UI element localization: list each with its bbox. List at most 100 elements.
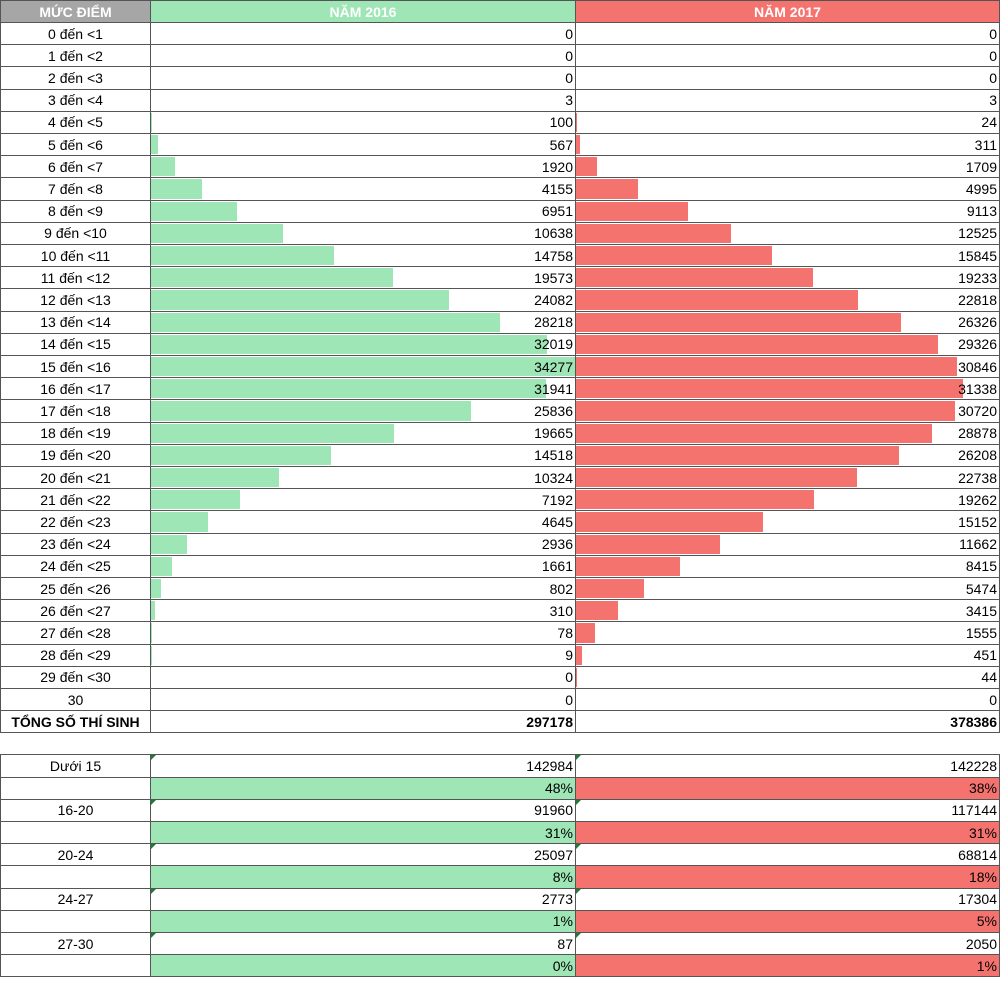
header-year-2017[interactable]: NĂM 2017 — [576, 0, 1000, 23]
value-2016-cell[interactable]: 24082 — [151, 289, 576, 312]
summary-2016-percent-cell[interactable]: 31% — [151, 822, 576, 845]
value-2016-cell[interactable]: 0 — [151, 666, 576, 689]
value-2016-cell[interactable]: 0 — [151, 45, 576, 68]
value-2016-cell[interactable]: 0 — [151, 689, 576, 712]
score-range-label[interactable]: 7 đến <8 — [0, 178, 151, 201]
value-2016-cell[interactable]: 4155 — [151, 178, 576, 201]
summary-percent-label-cell[interactable] — [0, 777, 151, 800]
value-2016-cell[interactable]: 7192 — [151, 489, 576, 512]
total-label[interactable]: TỔNG SỐ THÍ SINH — [0, 711, 151, 734]
value-2017-cell[interactable]: 22738 — [576, 467, 1000, 490]
value-2016-cell[interactable]: 1661 — [151, 555, 576, 578]
summary-2017-count-cell[interactable]: 68814 — [576, 844, 1000, 867]
value-2017-cell[interactable]: 31338 — [576, 378, 1000, 401]
value-2016-cell[interactable]: 100 — [151, 111, 576, 134]
value-2016-cell[interactable]: 14758 — [151, 245, 576, 268]
value-2017-cell[interactable]: 22818 — [576, 289, 1000, 312]
summary-percent-label-cell[interactable] — [0, 866, 151, 889]
value-2017-cell[interactable]: 26326 — [576, 311, 1000, 334]
summary-2017-count-cell[interactable]: 117144 — [576, 799, 1000, 822]
value-2017-cell[interactable]: 15152 — [576, 511, 1000, 534]
score-range-label[interactable]: 5 đến <6 — [0, 134, 151, 157]
blank-cell[interactable] — [151, 733, 576, 756]
value-2017-cell[interactable]: 12525 — [576, 222, 1000, 245]
value-2017-cell[interactable]: 8415 — [576, 555, 1000, 578]
score-range-label[interactable]: 14 đến <15 — [0, 333, 151, 356]
score-range-label[interactable]: 11 đến <12 — [0, 267, 151, 290]
score-range-label[interactable]: 2 đến <3 — [0, 67, 151, 90]
value-2016-cell[interactable]: 31941 — [151, 378, 576, 401]
value-2016-cell[interactable]: 19573 — [151, 267, 576, 290]
value-2017-cell[interactable]: 0 — [576, 689, 1000, 712]
value-2017-cell[interactable]: 3 — [576, 89, 1000, 112]
summary-2016-count-cell[interactable]: 2773 — [151, 888, 576, 911]
summary-2017-percent-cell[interactable]: 38% — [576, 777, 1000, 800]
summary-2016-percent-cell[interactable]: 1% — [151, 910, 576, 933]
summary-2016-count-cell[interactable]: 91960 — [151, 799, 576, 822]
value-2016-cell[interactable]: 310 — [151, 600, 576, 623]
score-range-label[interactable]: 25 đến <26 — [0, 578, 151, 601]
score-range-label[interactable]: 19 đến <20 — [0, 444, 151, 467]
value-2017-cell[interactable]: 4995 — [576, 178, 1000, 201]
value-2016-cell[interactable]: 4645 — [151, 511, 576, 534]
summary-range-label[interactable]: 24-27 — [0, 888, 151, 911]
score-range-label[interactable]: 1 đến <2 — [0, 45, 151, 68]
score-range-label[interactable]: 29 đến <30 — [0, 666, 151, 689]
value-2016-cell[interactable]: 0 — [151, 67, 576, 90]
summary-2016-count-cell[interactable]: 25097 — [151, 844, 576, 867]
score-range-label[interactable]: 20 đến <21 — [0, 467, 151, 490]
score-range-label[interactable]: 10 đến <11 — [0, 245, 151, 268]
score-range-label[interactable]: 3 đến <4 — [0, 89, 151, 112]
value-2017-cell[interactable]: 9113 — [576, 200, 1000, 223]
value-2016-cell[interactable]: 10324 — [151, 467, 576, 490]
score-range-label[interactable]: 17 đến <18 — [0, 400, 151, 423]
value-2017-cell[interactable]: 0 — [576, 23, 1000, 46]
summary-2016-percent-cell[interactable]: 48% — [151, 777, 576, 800]
summary-2016-percent-cell[interactable]: 8% — [151, 866, 576, 889]
value-2017-cell[interactable]: 26208 — [576, 444, 1000, 467]
summary-2017-count-cell[interactable]: 17304 — [576, 888, 1000, 911]
value-2016-cell[interactable]: 0 — [151, 23, 576, 46]
value-2016-cell[interactable]: 14518 — [151, 444, 576, 467]
summary-percent-label-cell[interactable] — [0, 822, 151, 845]
value-2017-cell[interactable]: 0 — [576, 67, 1000, 90]
value-2017-cell[interactable]: 311 — [576, 134, 1000, 157]
value-2017-cell[interactable]: 15845 — [576, 245, 1000, 268]
summary-percent-label-cell[interactable] — [0, 910, 151, 933]
value-2016-cell[interactable]: 3 — [151, 89, 576, 112]
value-2017-cell[interactable]: 11662 — [576, 533, 1000, 556]
summary-range-label[interactable]: 27-30 — [0, 933, 151, 956]
score-range-label[interactable]: 23 đến <24 — [0, 533, 151, 556]
score-range-label[interactable]: 4 đến <5 — [0, 111, 151, 134]
summary-2016-count-cell[interactable]: 142984 — [151, 755, 576, 778]
value-2017-cell[interactable]: 29326 — [576, 333, 1000, 356]
value-2017-cell[interactable]: 1555 — [576, 622, 1000, 645]
value-2016-cell[interactable]: 32019 — [151, 333, 576, 356]
score-range-label[interactable]: 21 đến <22 — [0, 489, 151, 512]
value-2016-cell[interactable]: 6951 — [151, 200, 576, 223]
value-2017-cell[interactable]: 0 — [576, 45, 1000, 68]
value-2017-cell[interactable]: 30846 — [576, 356, 1000, 379]
blank-cell[interactable] — [576, 733, 1000, 756]
summary-2016-percent-cell[interactable]: 0% — [151, 955, 576, 978]
summary-range-label[interactable]: 16-20 — [0, 799, 151, 822]
score-range-label[interactable]: 12 đến <13 — [0, 289, 151, 312]
score-range-label[interactable]: 26 đến <27 — [0, 600, 151, 623]
summary-range-label[interactable]: 20-24 — [0, 844, 151, 867]
value-2016-cell[interactable]: 10638 — [151, 222, 576, 245]
summary-2016-count-cell[interactable]: 87 — [151, 933, 576, 956]
score-range-label[interactable]: 8 đến <9 — [0, 200, 151, 223]
score-range-label[interactable]: 13 đến <14 — [0, 311, 151, 334]
value-2016-cell[interactable]: 567 — [151, 134, 576, 157]
value-2016-cell[interactable]: 802 — [151, 578, 576, 601]
value-2016-cell[interactable]: 34277 — [151, 356, 576, 379]
summary-2017-percent-cell[interactable]: 18% — [576, 866, 1000, 889]
value-2016-cell[interactable]: 19665 — [151, 422, 576, 445]
score-range-label[interactable]: 16 đến <17 — [0, 378, 151, 401]
score-range-label[interactable]: 22 đến <23 — [0, 511, 151, 534]
value-2016-cell[interactable]: 25836 — [151, 400, 576, 423]
score-range-label[interactable]: 28 đến <29 — [0, 644, 151, 667]
value-2017-cell[interactable]: 44 — [576, 666, 1000, 689]
value-2017-cell[interactable]: 19233 — [576, 267, 1000, 290]
summary-percent-label-cell[interactable] — [0, 955, 151, 978]
